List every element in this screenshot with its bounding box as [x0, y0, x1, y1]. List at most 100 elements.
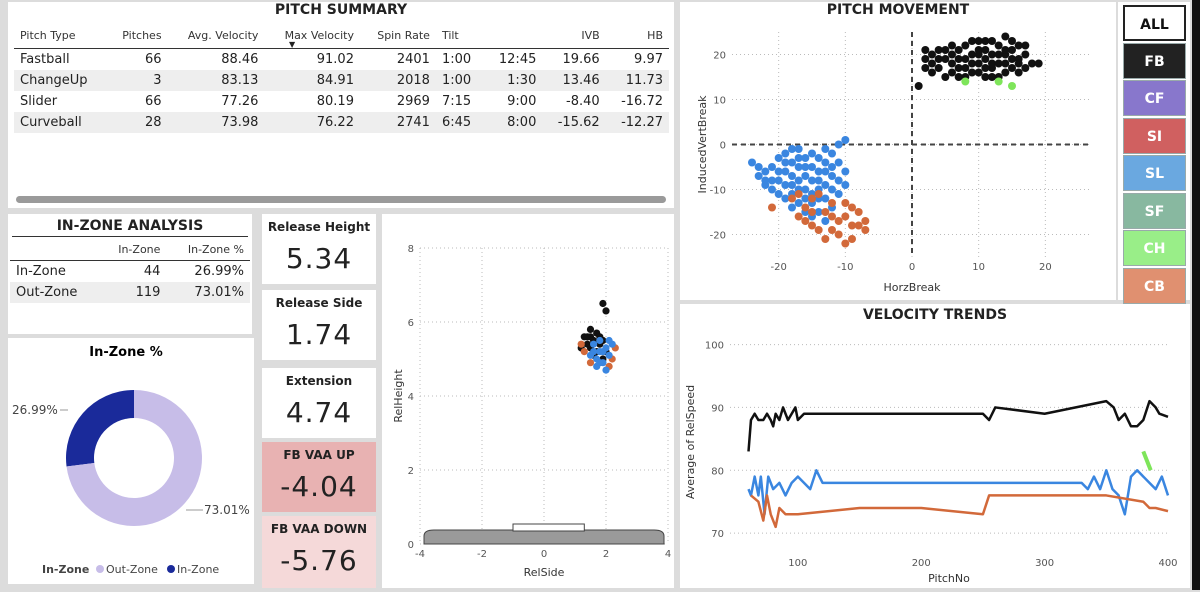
scatter-point-fastball[interactable]: [941, 46, 950, 54]
scatter-point-slider[interactable]: [794, 154, 803, 162]
scatter-point-fastball[interactable]: [1014, 59, 1023, 68]
scatter-point-slider[interactable]: [834, 176, 843, 185]
scatter-point-fastball[interactable]: [954, 46, 963, 54]
scatter-point-slider[interactable]: [596, 336, 604, 345]
col-header[interactable]: HB: [647, 28, 663, 42]
scatter-point-slider[interactable]: [794, 199, 803, 207]
scatter-point-slider[interactable]: [821, 181, 830, 189]
scatter-point-fastball[interactable]: [968, 68, 976, 77]
scatter-point-curveball[interactable]: [794, 212, 803, 221]
scatter-point-slider[interactable]: [599, 348, 607, 356]
scatter-point-fastball[interactable]: [1034, 59, 1043, 68]
scatter-point-fastball[interactable]: [988, 37, 996, 45]
scatter-point-fastball[interactable]: [988, 73, 996, 81]
scatter-point-slider[interactable]: [828, 149, 836, 158]
scatter-point-fastball[interactable]: [921, 64, 930, 72]
scatter-point-slider[interactable]: [841, 167, 850, 176]
scatter-point-slider[interactable]: [821, 145, 830, 153]
scatter-point-slider[interactable]: [774, 176, 783, 185]
scatter-point-curveball[interactable]: [580, 348, 588, 356]
scatter-point-curveball[interactable]: [814, 190, 823, 198]
scatter-point-fastball[interactable]: [602, 307, 610, 315]
scatter-point-slider[interactable]: [781, 158, 790, 167]
series-line-curveball[interactable]: [750, 494, 1169, 529]
scatter-point-fastball[interactable]: [1008, 64, 1016, 72]
scatter-point-slider[interactable]: [794, 163, 803, 171]
col-header[interactable]: [484, 22, 542, 49]
scatter-point-slider[interactable]: [814, 208, 823, 216]
scatter-point-curveball[interactable]: [821, 235, 830, 243]
scatter-point-curveball[interactable]: [801, 217, 810, 225]
scatter-point-slider[interactable]: [801, 172, 810, 180]
scatter-point-slider[interactable]: [808, 163, 816, 171]
col-header[interactable]: IVB: [581, 28, 600, 42]
scatter-point-fastball[interactable]: [921, 55, 930, 63]
scatter-point-curveball[interactable]: [828, 199, 836, 207]
scatter-point-fastball[interactable]: [981, 37, 990, 45]
scatter-point-fastball[interactable]: [954, 64, 963, 72]
scatter-point-slider[interactable]: [754, 172, 763, 180]
col-header[interactable]: In-Zone %: [187, 242, 244, 256]
scatter-point-fastball[interactable]: [954, 73, 963, 81]
donut-slice-out-zone[interactable]: [66, 390, 202, 526]
scatter-point-slider[interactable]: [828, 172, 836, 180]
scatter-point-fastball[interactable]: [974, 37, 983, 45]
scatter-point-slider[interactable]: [828, 185, 836, 194]
scatter-point-fastball[interactable]: [941, 55, 950, 63]
scatter-point-fastball[interactable]: [948, 59, 956, 68]
scatter-point-slider[interactable]: [781, 181, 790, 189]
scatter-point-slider[interactable]: [814, 176, 823, 185]
scatter-point-fastball[interactable]: [961, 64, 970, 72]
table-row[interactable]: ChangeUp 3 83.13 84.91 2018 1:00 1:30 13…: [14, 70, 669, 91]
scatter-point-curveball[interactable]: [801, 203, 810, 212]
scatter-point-fastball[interactable]: [1001, 32, 1010, 41]
scatter-point-slider[interactable]: [605, 351, 613, 359]
scatter-point-curveball[interactable]: [834, 217, 843, 225]
scatter-point-slider[interactable]: [781, 149, 790, 158]
scatter-point-fastball[interactable]: [1028, 59, 1036, 68]
scatter-point-slider[interactable]: [768, 185, 776, 194]
table-row[interactable]: Out-Zone 119 73.01%: [10, 282, 250, 303]
scatter-point-fastball[interactable]: [988, 50, 996, 59]
scatter-point-curveball[interactable]: [794, 190, 803, 198]
table-row[interactable]: Curveball 28 73.98 76.22 2741 6:45 8:00 …: [14, 112, 669, 133]
scatter-point-fastball[interactable]: [968, 50, 976, 59]
scatter-point-fastball[interactable]: [994, 41, 1003, 50]
scatter-point-slider[interactable]: [590, 340, 598, 348]
scatter-point-slider[interactable]: [814, 167, 823, 176]
scatter-point-fastball[interactable]: [934, 46, 943, 54]
scatter-point-curveball[interactable]: [577, 340, 585, 348]
scatter-point-fastball[interactable]: [994, 50, 1003, 59]
scatter-point-curveball[interactable]: [854, 221, 863, 230]
scatter-point-slider[interactable]: [801, 154, 810, 162]
scatter-point-slider[interactable]: [781, 194, 790, 203]
col-header[interactable]: Avg. Velocity: [187, 28, 259, 42]
scatter-point-slider[interactable]: [794, 176, 803, 185]
scatter-point-fastball[interactable]: [994, 59, 1003, 68]
scatter-point-fastball[interactable]: [948, 50, 956, 59]
scatter-point-curveball[interactable]: [808, 208, 816, 216]
scatter-point-fastball[interactable]: [1008, 46, 1016, 54]
scatter-point-curveball[interactable]: [834, 230, 843, 239]
scatter-point-curveball[interactable]: [841, 239, 850, 248]
scatter-point-slider[interactable]: [814, 154, 823, 162]
scatter-point-slider[interactable]: [602, 366, 610, 374]
col-header[interactable]: Pitch Type: [20, 28, 76, 42]
scatter-point-slider[interactable]: [596, 359, 604, 367]
slicer-button-sl[interactable]: SL: [1123, 155, 1186, 191]
scatter-point-fastball[interactable]: [1014, 41, 1023, 50]
scatter-point-fastball[interactable]: [1014, 68, 1023, 77]
legend-item-out-zone[interactable]: Out-Zone: [106, 563, 158, 576]
scatter-point-fastball[interactable]: [934, 64, 943, 72]
scatter-point-fastball[interactable]: [1021, 50, 1030, 59]
col-header[interactable]: Pitches: [122, 28, 162, 42]
scatter-point-slider[interactable]: [794, 145, 803, 153]
scatter-point-slider[interactable]: [821, 194, 830, 203]
scatter-point-curveball[interactable]: [848, 221, 856, 230]
col-header[interactable]: In-Zone: [118, 242, 161, 256]
scatter-point-fastball[interactable]: [948, 68, 956, 77]
scatter-point-fastball[interactable]: [583, 333, 591, 341]
scatter-point-slider[interactable]: [605, 336, 613, 345]
scatter-point-curveball[interactable]: [808, 194, 816, 203]
slicer-button-cf[interactable]: CF: [1123, 80, 1186, 116]
